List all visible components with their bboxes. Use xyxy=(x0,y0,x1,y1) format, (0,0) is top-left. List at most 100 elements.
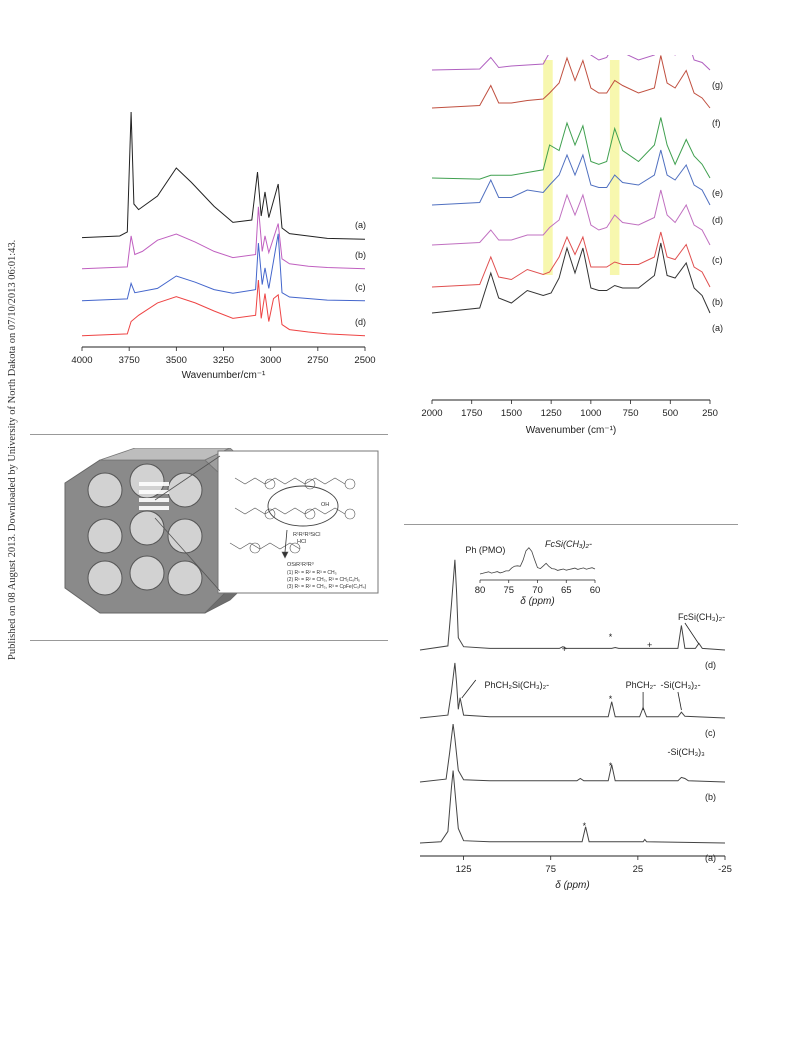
legend-line-1: (1) R¹ = R² = R³ = CH₃ xyxy=(287,570,337,576)
publication-sidebar: Published on 08 August 2013. Downloaded … xyxy=(3,150,21,670)
star-a: * xyxy=(583,821,587,831)
series-line-6 xyxy=(431,242,711,314)
series-line-3 xyxy=(431,149,711,206)
pore-circle xyxy=(167,560,203,596)
inset-box xyxy=(217,450,379,594)
series-line-1 xyxy=(419,723,726,783)
chart-nmr: 125 75 25 -25 δ (ppm) (a) (b) (c) (d) Ph (PMO) FcS… xyxy=(419,540,732,891)
inset-x-tick-label: 70 xyxy=(532,585,543,596)
series-label-3: (d) xyxy=(705,660,716,670)
hexagonal-pore-block xyxy=(64,448,256,614)
x-tick-label: 25 xyxy=(633,864,644,875)
x-tick-label: 4000 xyxy=(71,355,92,366)
x-tick-label: 1500 xyxy=(501,408,522,419)
arrow-sich3-2 xyxy=(677,691,682,711)
series-label-0: (a) xyxy=(355,220,366,230)
inset-x-tick-label: 60 xyxy=(590,585,601,596)
group-osi: OSiR¹R²R³ xyxy=(287,562,314,568)
series-label-4: (c) xyxy=(712,255,723,265)
inset-x-label: δ (ppm) xyxy=(520,596,554,607)
series-line-0 xyxy=(419,770,726,844)
reagent-line-1: R¹R²R³SiCl xyxy=(293,532,321,538)
x-tick-label: 3500 xyxy=(166,355,187,366)
series-label-3: (d) xyxy=(355,317,366,327)
label-phch2si: PhCH₂Si(CH₃)₂- xyxy=(484,680,549,690)
series-line-0 xyxy=(431,55,711,71)
x-tick-label: 500 xyxy=(662,408,678,419)
x-tick-label: 3250 xyxy=(213,355,234,366)
separator-right-1 xyxy=(404,524,738,525)
series-line-2 xyxy=(419,662,726,719)
star-c: * xyxy=(609,694,613,704)
series-label-0: (g) xyxy=(712,80,723,90)
series-label-1: (f) xyxy=(712,118,721,128)
series-label-0: (a) xyxy=(705,853,716,863)
separator-left-2 xyxy=(30,640,388,641)
chart-ir-fingerprint: 2000 1750 1500 1250 1000 750 500 250 Wavenumber … xyxy=(421,55,723,436)
x-tick-label: 250 xyxy=(702,408,718,419)
series-line-2 xyxy=(431,117,711,180)
pore-circle xyxy=(129,510,165,546)
inset-x-tick-label: 80 xyxy=(475,585,486,596)
x-tick-label: 1750 xyxy=(461,408,482,419)
x-tick-label: 1250 xyxy=(541,408,562,419)
x-tick-label: 2500 xyxy=(354,355,375,366)
label-sich3-2: -Si(CH₃)₂- xyxy=(661,680,701,690)
x-tick-label: 2000 xyxy=(421,408,442,419)
label-phch2: PhCH₂- xyxy=(626,680,657,690)
series-line-1 xyxy=(431,55,711,109)
x-tick-label: 2750 xyxy=(307,355,328,366)
series-line-0 xyxy=(81,111,366,240)
legend-line-3: (3) R¹ = R² = CH₃, R³ = CpFe(C₅H₄) xyxy=(287,584,367,590)
series-line-1 xyxy=(81,206,366,270)
series-line-3 xyxy=(419,559,726,651)
x-axis-label: Wavenumber/cm⁻¹ xyxy=(182,370,266,381)
pore-circle xyxy=(167,472,203,508)
pore-circle xyxy=(87,560,123,596)
reagent-line-2: HCl xyxy=(297,539,306,545)
series-label-1: (b) xyxy=(355,250,366,260)
pore-circle xyxy=(87,518,123,554)
sidebar-text: Published on 08 August 2013. Downloaded … xyxy=(7,239,18,660)
legend-line-2: (2) R¹ = R² = CH₃, R³ = CH₂C₆H₅ xyxy=(287,577,360,583)
arrow-fcsi xyxy=(684,622,700,645)
arrow-phch2si xyxy=(461,679,477,699)
plus-d-1: + xyxy=(562,644,567,654)
molecule-sketch xyxy=(229,477,356,559)
x-tick-label: -25 xyxy=(718,864,732,875)
plus-d-2: + xyxy=(647,640,652,650)
label-ph-pmo: Ph (PMO) xyxy=(465,545,505,555)
x-axis-label: δ (ppm) xyxy=(555,880,589,891)
x-tick-label: 1000 xyxy=(580,408,601,419)
pore-circle xyxy=(167,518,203,554)
star-d: * xyxy=(609,632,613,642)
series-line-2 xyxy=(81,233,366,302)
pmo-schematic: OH R¹R²R³SiCl HCl OSiR¹R²R³ (1) R¹ = R² … xyxy=(64,448,379,614)
series-label-2: (e) xyxy=(712,188,723,198)
label-fcsi-d: FcSi(CH₃)₂- xyxy=(678,612,725,622)
series-label-5: (b) xyxy=(712,297,723,307)
inset-x-tick-label: 75 xyxy=(503,585,514,596)
series-label-2: (c) xyxy=(355,282,366,292)
series-label-2: (c) xyxy=(705,728,716,738)
x-tick-label: 3750 xyxy=(119,355,140,366)
pore-circle xyxy=(129,555,165,591)
label-sich3-3: -Si(CH₃)₃ xyxy=(667,747,705,757)
series-label-3: (d) xyxy=(712,215,723,225)
series-line-3 xyxy=(81,279,366,337)
x-axis-label: Wavenumber (cm⁻¹) xyxy=(526,425,616,436)
inset-x-tick-label: 65 xyxy=(561,585,572,596)
x-tick-label: 125 xyxy=(456,864,472,875)
highlight-band-1 xyxy=(609,60,620,275)
x-tick-label: 3000 xyxy=(260,355,281,366)
series-label-1: (b) xyxy=(705,792,716,802)
inset-spectrum xyxy=(479,547,596,575)
series-line-4 xyxy=(431,189,711,246)
chart-ir-hydroxyl: 4000 3750 3500 3250 3000 2750 2500 Wavenumber/c… xyxy=(71,111,376,381)
separator-left-1 xyxy=(30,434,388,435)
star-b: * xyxy=(609,761,613,771)
inset-label: FcSi(CH₃)₂- xyxy=(545,540,592,549)
pore-circle xyxy=(87,472,123,508)
highlight-band-0 xyxy=(543,60,553,275)
series-label-6: (a) xyxy=(712,323,723,333)
